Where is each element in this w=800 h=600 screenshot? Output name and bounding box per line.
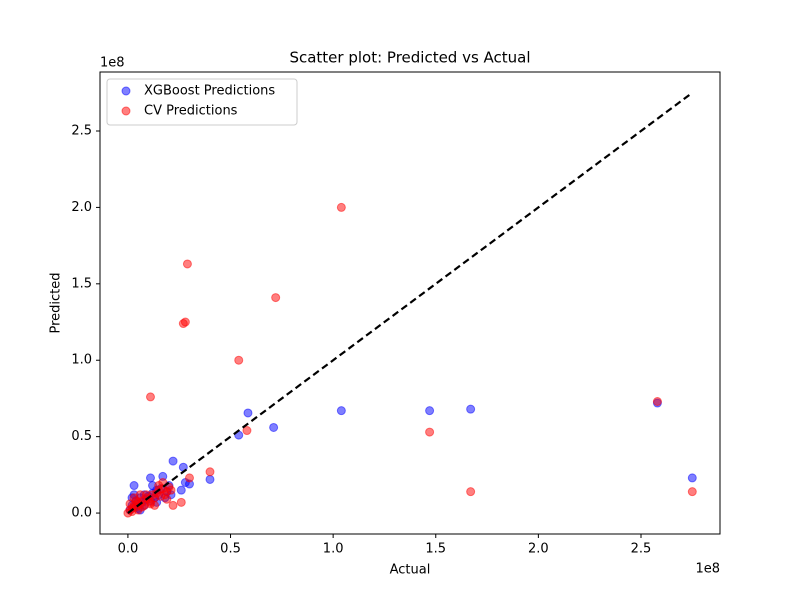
y-tick-label: 0.5 <box>71 429 92 444</box>
scatter-point <box>466 404 476 414</box>
x-axis-label: Actual <box>390 563 431 578</box>
scatter-point <box>180 317 190 327</box>
y-tick-label: 1.0 <box>71 353 92 368</box>
scatter-point <box>131 496 141 506</box>
scatter-point <box>162 494 172 504</box>
y-tick-label: 2.0 <box>71 200 92 215</box>
y-offset-label: 1e8 <box>100 56 125 71</box>
scatter-point <box>184 473 194 483</box>
scatter-point <box>168 500 178 510</box>
scatter-point <box>176 497 186 507</box>
legend-marker <box>121 106 131 116</box>
scatter-point <box>205 467 215 477</box>
x-tick-label: 2.0 <box>528 542 549 557</box>
scatter-point <box>135 490 145 500</box>
scatter-point <box>269 422 279 432</box>
legend-box <box>106 78 298 126</box>
scatter-point <box>687 473 697 483</box>
scatter-point <box>150 500 160 510</box>
x-tick-label: 0.5 <box>220 542 241 557</box>
y-axis-label: Predicted <box>49 272 64 333</box>
x-offset-label: 1e8 <box>695 562 720 577</box>
scatter-point <box>166 485 176 495</box>
y-tick-label: 1.5 <box>71 276 92 291</box>
legend-marker <box>121 86 131 96</box>
scatter-point <box>127 507 137 517</box>
scatter-point <box>687 487 697 497</box>
scatter-point <box>205 474 215 484</box>
scatter-point <box>336 202 346 212</box>
scatter-point <box>243 408 253 418</box>
scatter-point <box>425 406 435 416</box>
legend-label: XGBoost Predictions <box>144 84 275 99</box>
scatter-point <box>145 473 155 483</box>
chart-title: Scatter plot: Predicted vs Actual <box>289 49 530 67</box>
x-tick-label: 0.0 <box>118 542 139 557</box>
scatter-point <box>466 487 476 497</box>
scatter-point <box>652 396 662 406</box>
axes-frame <box>99 71 721 535</box>
y-tick-label: 2.5 <box>71 123 92 138</box>
y-tick-label: 0.0 <box>71 506 92 521</box>
scatter-point <box>129 481 139 491</box>
scatter-point <box>168 456 178 466</box>
scatter-point <box>336 406 346 416</box>
reference-line <box>127 91 693 514</box>
scatter-point <box>234 355 244 365</box>
x-tick-label: 1.0 <box>323 542 344 557</box>
x-tick-label: 2.5 <box>631 542 652 557</box>
legend-label: CV Predictions <box>144 104 238 119</box>
scatter-point <box>271 293 281 303</box>
scatter-point <box>176 485 186 495</box>
scatter-point <box>182 259 192 269</box>
scatter-point <box>145 392 155 402</box>
x-tick-label: 1.5 <box>425 542 446 557</box>
scatter-point <box>425 427 435 437</box>
scatter-point <box>242 426 252 436</box>
